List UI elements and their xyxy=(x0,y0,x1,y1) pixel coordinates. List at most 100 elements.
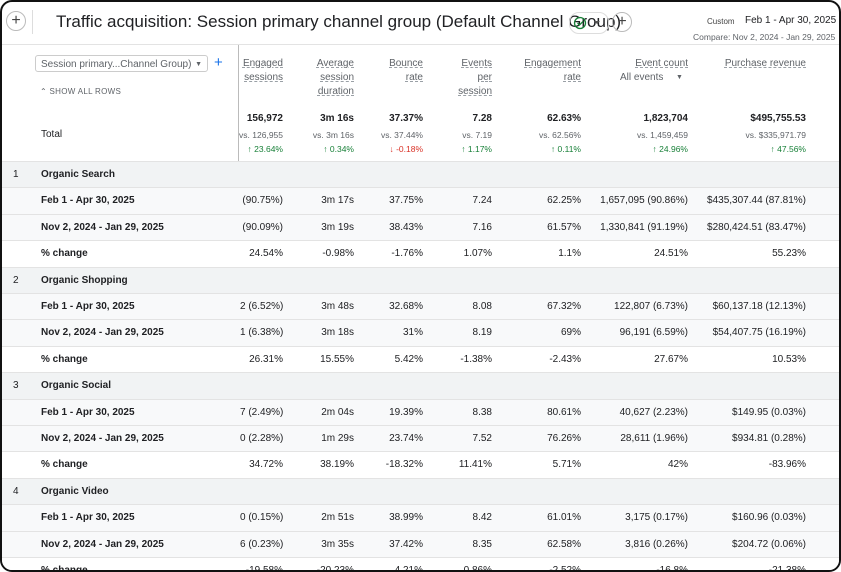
data-row: Feb 1 - Apr 30, 2025 (90.75%) 3m 17s 37.75%… xyxy=(2,187,839,215)
cell-value: (90.75%) xyxy=(242,195,283,207)
status-icon xyxy=(573,16,600,30)
row-index: 1 xyxy=(13,169,19,180)
column-label: Engagement rate xyxy=(524,58,581,83)
column-label: Event count xyxy=(635,58,688,69)
total-change: ↑ 0.34% xyxy=(323,144,354,154)
date-range[interactable]: Feb 1 - Apr 30, 2025 xyxy=(745,15,837,26)
column-header[interactable]: Bounce rate xyxy=(383,57,423,85)
cell-value: 61.57% xyxy=(547,221,581,233)
cell-value: 2 (6.52%) xyxy=(240,301,283,312)
cell-value: 32.68% xyxy=(389,301,423,312)
data-row: Nov 2, 2024 - Jan 29, 2025 1 (6.38%) 3m 18… xyxy=(2,319,839,347)
cell-value: $435,307.44 (87.81%) xyxy=(707,195,806,207)
row-index: 2 xyxy=(13,274,19,286)
group-row: 3 Organic Social xyxy=(2,372,839,400)
cell-value: 61.01% xyxy=(547,512,581,524)
data-row: % change 34.72% 38.19% -18.32% 11.41% 5.71% 42… xyxy=(2,451,839,479)
total-compare: vs. 7.19 xyxy=(462,130,492,140)
row-label: Feb 1 - Apr 30, 2025 xyxy=(41,406,135,418)
cell-value: 31% xyxy=(402,327,423,339)
data-row: % change -19.58% -20.23% 4.21% 0.86% -2.52% -1… xyxy=(2,557,839,572)
cell-value: 42% xyxy=(667,459,688,471)
row-label: Nov 2, 2024 - Jan 29, 2025 xyxy=(41,538,164,550)
row-label: % change xyxy=(41,565,88,572)
column-header[interactable]: Event count xyxy=(608,57,688,71)
cell-value: 19.39% xyxy=(389,406,423,418)
cell-value: 2m 51s xyxy=(321,512,354,524)
cell-value: 7.24 xyxy=(472,195,492,207)
date-label: Custom xyxy=(707,17,735,26)
row-label: % change xyxy=(41,353,88,365)
cell-value: 38.99% xyxy=(389,512,423,524)
column-header[interactable]: Purchase revenue xyxy=(716,57,806,71)
add-comparison[interactable]: + xyxy=(612,12,632,32)
cell-value: 3,175 (0.17%) xyxy=(625,512,688,524)
total-change: ↑ 0.11% xyxy=(550,144,581,154)
row-label: % change xyxy=(41,459,88,471)
total-value: 3m 16s xyxy=(320,113,354,124)
cell-value: 80.61% xyxy=(547,406,581,418)
cell-value: 0 (0.15%) xyxy=(240,512,283,524)
cell-value: 69% xyxy=(560,327,581,339)
cell-value: -19.58% xyxy=(245,565,283,572)
cell-value: -1.38% xyxy=(460,353,492,365)
cell-value: 28,611 (1.96%) xyxy=(620,433,688,444)
cell-value: $149.95 (0.03%) xyxy=(732,406,806,418)
column-label: Average session duration xyxy=(316,58,354,97)
row-label: Nov 2, 2024 - Jan 29, 2025 xyxy=(41,221,164,233)
row-index: 4 xyxy=(13,485,19,497)
total-change: ↑ 23.64% xyxy=(247,144,283,154)
column-label: Purchase revenue xyxy=(724,58,806,69)
cell-value: 7 (2.49%) xyxy=(240,406,283,418)
row-label: Feb 1 - Apr 30, 2025 xyxy=(41,195,135,207)
cell-value: 15.55% xyxy=(320,353,354,365)
show-all-rows[interactable]: ⌃ SHOW ALL ROWS xyxy=(40,87,122,96)
show-all-rows-label: SHOW ALL ROWS xyxy=(49,87,122,96)
total-label: Total xyxy=(41,129,63,140)
total-value: 1,823,704 xyxy=(643,113,689,124)
column-header[interactable]: Events per session xyxy=(452,57,492,99)
cell-value: 0.86% xyxy=(463,565,492,572)
data-row: Feb 1 - Apr 30, 2025 2 (6.52%) 3m 48s 32.68… xyxy=(2,293,839,320)
metric-selector[interactable]: All events xyxy=(620,72,664,83)
cell-value: $934.81 (0.28%) xyxy=(732,433,806,444)
row-label: Feb 1 - Apr 30, 2025 xyxy=(41,301,135,312)
add-dimension[interactable]: + xyxy=(214,54,223,71)
cell-value: 26.31% xyxy=(249,353,283,365)
total-compare: vs. 1,459,459 xyxy=(636,130,688,140)
group-row: 4 Organic Video xyxy=(2,477,839,505)
cell-value: 38.19% xyxy=(320,459,354,471)
cell-value: 5.42% xyxy=(394,353,423,365)
column-header[interactable]: Engagement rate xyxy=(521,57,581,85)
dimension-selector[interactable]: Session primary...Channel Group) ▼ xyxy=(35,55,208,72)
total-compare: vs. $335,971.79 xyxy=(745,130,807,140)
data-row: Nov 2, 2024 - Jan 29, 2025 0 (2.28%) 1m 29… xyxy=(2,425,839,452)
cell-value: (90.09%) xyxy=(242,221,283,233)
cell-value: -20.23% xyxy=(316,565,354,572)
total-value: 7.28 xyxy=(472,113,492,124)
column-header[interactable]: Average session duration xyxy=(309,57,354,99)
cell-value: -83.96% xyxy=(768,459,806,471)
cell-value: 3m 17s xyxy=(321,195,354,207)
total-change: ↑ 24.96% xyxy=(652,144,688,154)
cell-value: 2m 04s xyxy=(321,406,354,418)
total-value: $495,755.53 xyxy=(750,113,806,124)
cell-value: -2.52% xyxy=(549,565,581,572)
column-header[interactable]: Engaged sessions xyxy=(233,57,283,85)
cell-value: 62.58% xyxy=(547,538,581,550)
row-label: Nov 2, 2024 - Jan 29, 2025 xyxy=(41,327,164,339)
total-compare: vs. 126,955 xyxy=(239,130,283,140)
dimension-label: Session primary...Channel Group) xyxy=(41,59,192,70)
cell-value: 0 (2.28%) xyxy=(240,433,283,444)
cell-value: 8.35 xyxy=(472,538,492,550)
cell-value: 34.72% xyxy=(249,459,283,471)
cell-value: 96,191 (6.59%) xyxy=(619,327,688,339)
cell-value: 62.25% xyxy=(547,195,581,207)
cell-value: 6 (0.23%) xyxy=(240,538,283,550)
add-button[interactable]: + xyxy=(6,11,26,31)
cell-value: 1,330,841 (91.19%) xyxy=(600,221,688,233)
cell-value: 55.23% xyxy=(772,248,806,260)
data-row: % change 26.31% 15.55% 5.42% -1.38% -2.43% 27.… xyxy=(2,345,839,373)
status-dropdown[interactable] xyxy=(569,12,609,34)
cell-value: $54,407.75 (16.19%) xyxy=(712,327,806,339)
